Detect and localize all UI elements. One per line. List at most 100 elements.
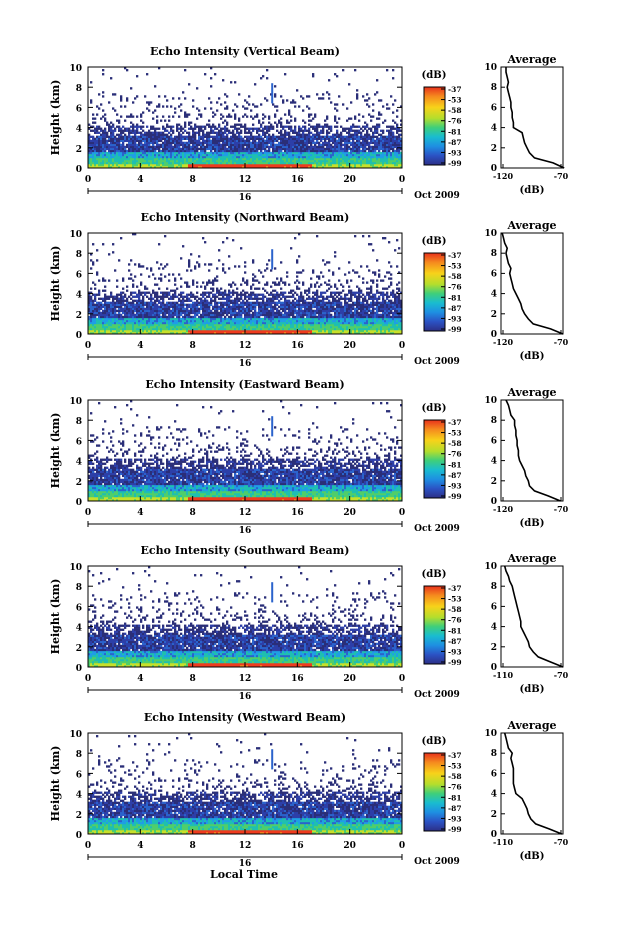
profile-x-tick-label: -120 [493, 337, 513, 347]
date-month-label: Oct 2009 [414, 690, 460, 700]
profile-y-tick-label: 0 [491, 164, 497, 174]
profile-title: Average [506, 219, 556, 232]
profile-title: Average [506, 552, 556, 565]
colorbar-tick-label: -93 [448, 814, 462, 823]
colorbar-tick-label: -81 [448, 626, 462, 635]
y-tick-label: 0 [76, 331, 82, 341]
colorbar-tick-label: -99 [448, 825, 462, 834]
colorbar-tick-label: -37 [448, 418, 462, 427]
colorbar-tick-label: -93 [448, 481, 462, 490]
profile-y-tick-label: 4 [491, 290, 497, 300]
colorbar-tick-label: -37 [448, 584, 462, 593]
profile-y-tick-label: 10 [484, 729, 497, 739]
profile-x-tick-label: -120 [493, 171, 513, 181]
profile-y-tick-label: 0 [491, 497, 497, 507]
colorbar-title: (dB) [422, 236, 447, 247]
y-tick-label: 6 [76, 104, 82, 114]
profile-y-tick-label: 2 [491, 477, 497, 487]
profile-y-tick-label: 0 [491, 663, 497, 673]
y-axis-label: Height (km) [49, 579, 62, 655]
profile-x-tick-label: -110 [493, 670, 513, 680]
colorbar-tick-label: -58 [448, 272, 462, 281]
y-tick-label: 4 [76, 291, 82, 301]
y-tick-label: 10 [69, 64, 82, 74]
x-tick-label: 8 [190, 841, 196, 851]
x-tick-label: 16 [291, 341, 304, 351]
local-time-label: Local Time [210, 868, 278, 881]
x-tick-label: 20 [343, 508, 356, 518]
profile-x-tick-label: -70 [554, 504, 569, 514]
x-tick-label: 0 [85, 508, 91, 518]
heatmap-cells [88, 566, 403, 668]
x-tick-label: 0 [85, 841, 91, 851]
panel-1: Echo Intensity (Vertical Beam) 0 2 4 6 8 10 Hei… [49, 45, 569, 203]
chart-title: Echo Intensity (Vertical Beam) [150, 45, 340, 58]
colorbar-title: (dB) [422, 736, 447, 747]
profile-y-tick-label: 4 [491, 790, 497, 800]
profile-frame [500, 232, 564, 335]
colorbar-tick-label: -81 [448, 293, 462, 302]
y-axis-label: Height (km) [49, 413, 62, 489]
x-tick-label: 0 [399, 175, 405, 185]
profile-x-tick-label: -110 [493, 837, 513, 847]
y-tick-label: 0 [76, 831, 82, 841]
y-tick-label: 2 [76, 311, 82, 321]
x-tick-label: 4 [137, 508, 143, 518]
colorbar [423, 419, 446, 499]
colorbar-tick-label: -81 [448, 127, 462, 136]
x-tick-label: 8 [190, 341, 196, 351]
profile-x-tick-label: -120 [493, 504, 513, 514]
x-tick-label: 0 [85, 175, 91, 185]
x-tick-label: 4 [137, 674, 143, 684]
profile-x-label: (dB) [520, 351, 545, 362]
y-tick-label: 8 [76, 750, 82, 760]
profile-frame [500, 732, 564, 835]
x-tick-label: 4 [137, 341, 143, 351]
profile-y-tick-label: 10 [484, 229, 497, 239]
colorbar-tick-label: -87 [448, 304, 462, 313]
x-tick-label: 8 [190, 674, 196, 684]
x-tick-label: 12 [239, 175, 252, 185]
profile-y-tick-label: 8 [491, 83, 497, 93]
profile-x-tick-label: -70 [554, 337, 569, 347]
panel-5: Echo Intensity (Westward Beam) 0 2 4 6 8 10 Hei… [49, 711, 569, 869]
date-day-label: 16 [239, 692, 252, 702]
date-day-label: 16 [239, 526, 252, 536]
colorbar-tick-label: -87 [448, 637, 462, 646]
colorbar-tick-label: -81 [448, 460, 462, 469]
profile-title: Average [506, 53, 556, 66]
x-tick-label: 20 [343, 341, 356, 351]
y-tick-label: 0 [76, 498, 82, 508]
date-day-label: 16 [239, 193, 252, 203]
profile-y-tick-label: 10 [484, 562, 497, 572]
date-day-label: 16 [239, 859, 252, 869]
colorbar-tick-label: -58 [448, 772, 462, 781]
profile-frame [500, 565, 564, 668]
colorbar-title: (dB) [422, 70, 447, 81]
x-tick-label: 20 [343, 841, 356, 851]
colorbar-tick-label: -87 [448, 138, 462, 147]
colorbar-tick-label: -76 [448, 783, 462, 792]
panel-3: Echo Intensity (Eastward Beam) 0 2 4 6 8 10 Hei… [49, 378, 569, 536]
colorbar-tick-label: -76 [448, 283, 462, 292]
profile-x-tick-label: -70 [554, 171, 569, 181]
profile-y-tick-label: 10 [484, 63, 497, 73]
heatmap-cells [88, 733, 403, 835]
profile-x-label: (dB) [520, 518, 545, 529]
profile-line [505, 67, 565, 169]
profile-line [501, 232, 564, 335]
profile-y-tick-label: 4 [491, 623, 497, 633]
y-tick-label: 8 [76, 84, 82, 94]
date-month-label: Oct 2009 [414, 191, 460, 201]
x-tick-label: 12 [239, 341, 252, 351]
chart-title: Echo Intensity (Northward Beam) [141, 211, 350, 224]
profile-frame [500, 66, 564, 169]
profile-y-tick-label: 8 [491, 416, 497, 426]
x-tick-label: 4 [137, 841, 143, 851]
colorbar-tick-label: -37 [448, 85, 462, 94]
x-tick-label: 0 [85, 341, 91, 351]
heatmap-cells [88, 67, 403, 169]
x-tick-label: 8 [190, 175, 196, 185]
colorbar-tick-label: -53 [448, 96, 462, 105]
profile-y-tick-label: 2 [491, 643, 497, 653]
